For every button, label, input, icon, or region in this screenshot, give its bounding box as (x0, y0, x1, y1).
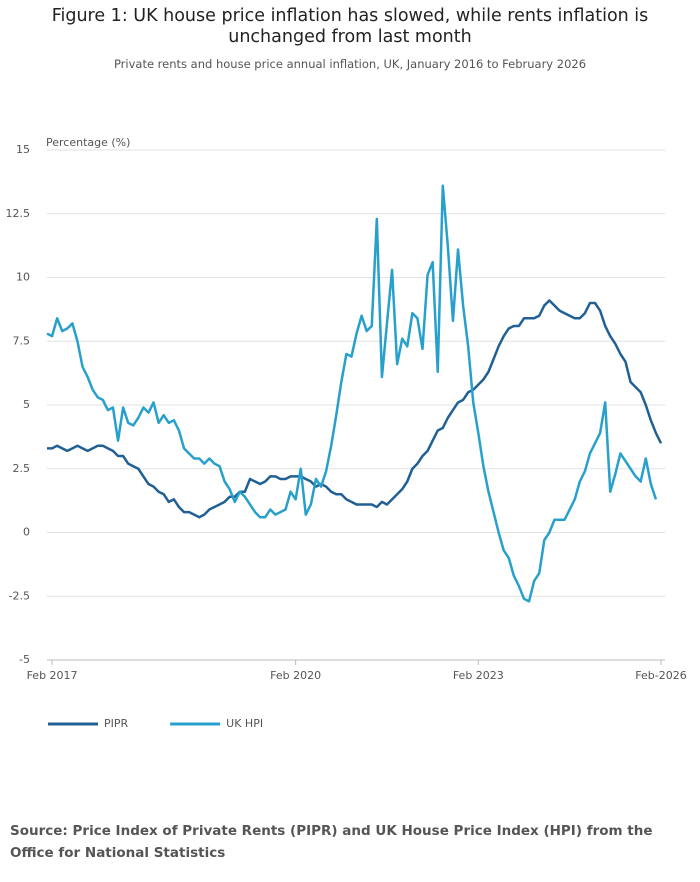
legend-label: PIPR (104, 717, 129, 730)
chart-title: Figure 1: UK house price inflation has s… (51, 6, 649, 47)
series-line (46, 184, 658, 603)
y-tick-label: 2.5 (13, 462, 31, 475)
x-tick-label: Feb-2026 (635, 669, 686, 682)
chart: Percentage (%) -5 -2.5 0 2.5 5 7.5 10 12.5 15 Feb… (6, 136, 687, 730)
y-tick-label: -2.5 (9, 589, 30, 602)
x-tick-label: Feb 2017 (27, 669, 78, 682)
y-tick-label: 0 (23, 526, 30, 539)
x-tick-label: Feb 2023 (453, 669, 504, 682)
y-tick-label: -5 (19, 653, 30, 666)
series-line (47, 299, 663, 519)
y-tick-label: 10 (16, 271, 30, 284)
y-tick-label: 7.5 (13, 334, 31, 347)
y-axis-label: Percentage (%) (46, 136, 130, 149)
source-note: Source: Price Index of Private Rents (PI… (10, 823, 653, 861)
chart-subtitle: Private rents and house price annual inf… (113, 57, 587, 71)
legend-label: UK HPI (226, 717, 263, 730)
x-tick-label: Feb 2020 (270, 669, 321, 682)
y-tick-label: 15 (16, 143, 30, 156)
y-tick-label: 12.5 (6, 207, 31, 220)
y-tick-label: 5 (23, 398, 30, 411)
